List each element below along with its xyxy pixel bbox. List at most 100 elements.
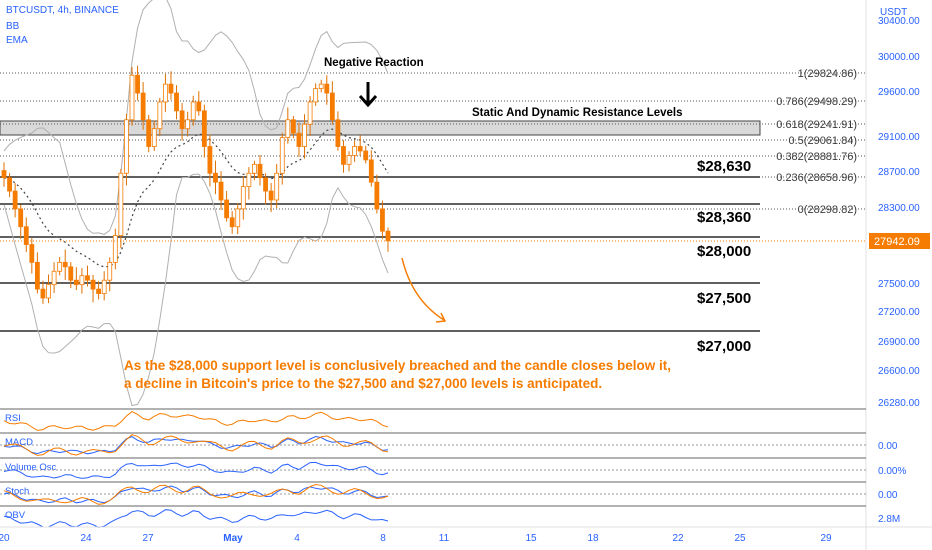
- candle-body[interactable]: [23, 226, 29, 245]
- candle-body[interactable]: [352, 146, 358, 156]
- candle-body[interactable]: [302, 123, 307, 147]
- fib-level-label: 0(28298.82): [798, 204, 857, 216]
- candle-body[interactable]: [62, 261, 68, 268]
- candle-body[interactable]: [157, 101, 163, 130]
- candle-body[interactable]: [118, 172, 124, 237]
- candle-body[interactable]: [34, 261, 40, 290]
- candle-body[interactable]: [224, 199, 230, 219]
- candle-body[interactable]: [29, 244, 35, 263]
- candle-body[interactable]: [1, 170, 7, 179]
- candle-body[interactable]: [201, 110, 207, 147]
- key-price-levels[interactable]: $28,630 $28,360 $28,000 $27,500 $27,000: [0, 158, 760, 355]
- fib-level-label: 0.5(29061.84): [789, 135, 858, 147]
- candle-body[interactable]: [363, 150, 369, 161]
- price-axis[interactable]: 30400.00 30000.00 29600.00 29100.00 28700.00…: [878, 16, 920, 409]
- candle-body[interactable]: [257, 163, 263, 179]
- candle-body[interactable]: [12, 190, 18, 210]
- indicator-line: [3, 411, 389, 431]
- time-axis[interactable]: 20 24 27 May 4 8 11 15 18 22 25 29: [0, 533, 832, 544]
- time-axis-label: 4: [294, 533, 300, 544]
- candle-body[interactable]: [252, 163, 257, 174]
- indicator-ema-label: EMA: [6, 35, 28, 46]
- candle-body[interactable]: [207, 146, 213, 174]
- candle-body[interactable]: [296, 132, 302, 147]
- time-axis-label: 15: [525, 533, 537, 544]
- candle-body[interactable]: [68, 266, 74, 281]
- price-axis-label: 26600.00: [878, 366, 920, 377]
- candle-body[interactable]: [274, 172, 280, 201]
- candle-body[interactable]: [168, 83, 174, 94]
- candle-body[interactable]: [318, 83, 324, 89]
- candle-body[interactable]: [101, 279, 107, 294]
- candle-body[interactable]: [346, 155, 352, 165]
- candle-body[interactable]: [129, 74, 135, 121]
- candle-body[interactable]: [90, 279, 96, 290]
- candle-body[interactable]: [51, 270, 57, 286]
- price-axis-label: 29600.00: [878, 87, 920, 98]
- indicator-pane-label: Volume Osc: [5, 462, 56, 473]
- candle-body[interactable]: [179, 110, 185, 130]
- candle-body[interactable]: [174, 92, 179, 112]
- candle-body[interactable]: [324, 83, 330, 94]
- candle-body[interactable]: [7, 177, 12, 192]
- candle-body[interactable]: [313, 88, 319, 103]
- candle-body[interactable]: [285, 119, 291, 138]
- indicator-line: [3, 485, 389, 504]
- indicator-panes[interactable]: RSI MACD 0.00 Volume Osc 0.00% Stoch 0.00 OBV 2.…: [0, 408, 906, 528]
- candle-body[interactable]: [140, 92, 146, 121]
- indicator-pane-value: 0.00: [878, 441, 898, 452]
- resistance-zone-label: Static And Dynamic Resistance Levels: [472, 107, 683, 119]
- indicator-line: [3, 435, 389, 455]
- candle-body[interactable]: [124, 119, 129, 174]
- candle-body[interactable]: [107, 261, 113, 281]
- candle-body[interactable]: [307, 101, 313, 125]
- price-axis-label: 27500.00: [878, 279, 920, 290]
- bollinger-upper-band: [3, 0, 389, 235]
- candle-body[interactable]: [374, 181, 380, 210]
- candle-body[interactable]: [213, 172, 218, 183]
- candle-body[interactable]: [329, 92, 335, 121]
- resistance-zone-box[interactable]: [0, 120, 761, 136]
- candle-body[interactable]: [246, 172, 252, 188]
- candle-body[interactable]: [79, 275, 85, 286]
- candle-body[interactable]: [46, 284, 51, 299]
- candle-body[interactable]: [112, 235, 118, 263]
- candle-body[interactable]: [196, 101, 202, 112]
- candle-body[interactable]: [57, 261, 63, 272]
- candlestick-series[interactable]: [1, 65, 391, 304]
- candle-body[interactable]: [268, 190, 274, 201]
- candle-body[interactable]: [96, 288, 102, 294]
- candle-body[interactable]: [385, 230, 391, 242]
- indicator-pane-value: 0.00%: [878, 466, 906, 477]
- forecast-text-line-2: a decline in Bitcoin's price to the $27,…: [124, 376, 602, 391]
- candle-body[interactable]: [190, 101, 196, 121]
- candle-body[interactable]: [185, 119, 191, 130]
- candle-body[interactable]: [290, 119, 296, 134]
- time-axis-label: 24: [80, 533, 92, 544]
- candle-body[interactable]: [18, 208, 24, 228]
- candle-body[interactable]: [279, 137, 285, 174]
- candle-body[interactable]: [229, 217, 235, 228]
- candle-body[interactable]: [263, 177, 268, 192]
- time-axis-label: 11: [439, 533, 450, 544]
- candle-body[interactable]: [218, 181, 224, 201]
- candle-body[interactable]: [85, 275, 90, 281]
- candle-body[interactable]: [235, 208, 241, 228]
- candle-body[interactable]: [380, 208, 385, 232]
- candle-body[interactable]: [335, 119, 341, 147]
- candle-body[interactable]: [240, 186, 246, 210]
- indicator-pane-label: RSI: [5, 413, 21, 424]
- candle-body[interactable]: [40, 288, 46, 299]
- price-axis-label: 26280.00: [878, 398, 920, 409]
- candle-body[interactable]: [368, 159, 374, 183]
- key-level-label: $28,000: [697, 243, 751, 260]
- candle-body[interactable]: [135, 74, 140, 94]
- candle-body[interactable]: [146, 119, 152, 147]
- candle-body[interactable]: [73, 279, 79, 286]
- candle-body[interactable]: [357, 146, 363, 152]
- candle-body[interactable]: [341, 146, 346, 165]
- currency-label: USDT: [880, 7, 907, 18]
- candle-body[interactable]: [151, 128, 157, 147]
- candle-body[interactable]: [162, 83, 168, 103]
